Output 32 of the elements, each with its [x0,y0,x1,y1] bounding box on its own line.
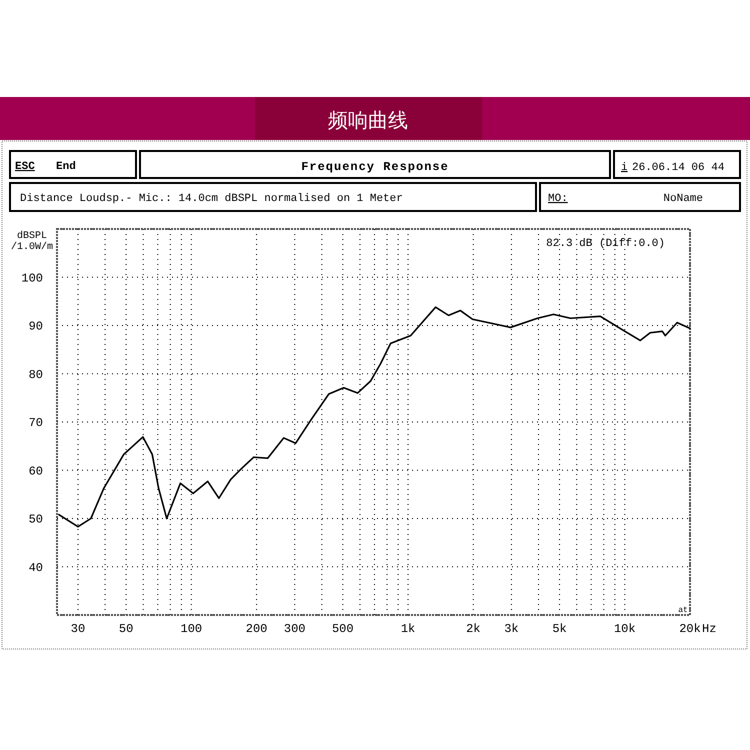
y-tick-label: 60 [28,464,43,478]
chart-title: 频响曲线 [328,108,408,132]
text: ESC [15,161,36,173]
x-tick-label: 100 [180,622,202,636]
x-tick-label: 30 [70,622,86,636]
text: Distance Loudsp.- Mic.: 14.0cm dBSPL normalised on 1 Meter [20,193,403,205]
x-tick-label: 200 [246,622,268,636]
y-tick-label: 50 [28,512,43,526]
text: i [621,162,628,174]
x-tick-label: 3k [504,622,519,636]
text: MO: [548,193,568,205]
annotation: 82.3 dB (Diff:0.0) [546,238,665,250]
x-tick-label: 300 [284,622,306,636]
x-tick-label: 500 [332,622,354,636]
x-tick-label: 2k [466,622,480,636]
chart-subtitle: Frequency Response [301,160,449,174]
x-tick-label: 50 [118,622,134,636]
y-tick-label: 40 [28,560,43,575]
x-tick-label: 1k [400,622,416,636]
text: 26.06.14 06 44 [632,162,725,174]
x-tick-label: 20k [679,622,701,636]
x-tick-label: 5k [552,622,567,636]
text: NoName [663,193,703,205]
y-tick-label: 70 [28,416,43,430]
text: End [56,161,76,173]
x-axis-title: Hz [702,622,716,636]
y-axis-title: dBSPL /1.0W/m [10,230,54,253]
y-tick-label: 80 [28,368,43,382]
y-tick-label: 100 [21,271,43,286]
y-tick-label: 90 [28,320,43,334]
x-tick-label: 10k [614,622,636,636]
annotation: at [678,606,688,615]
